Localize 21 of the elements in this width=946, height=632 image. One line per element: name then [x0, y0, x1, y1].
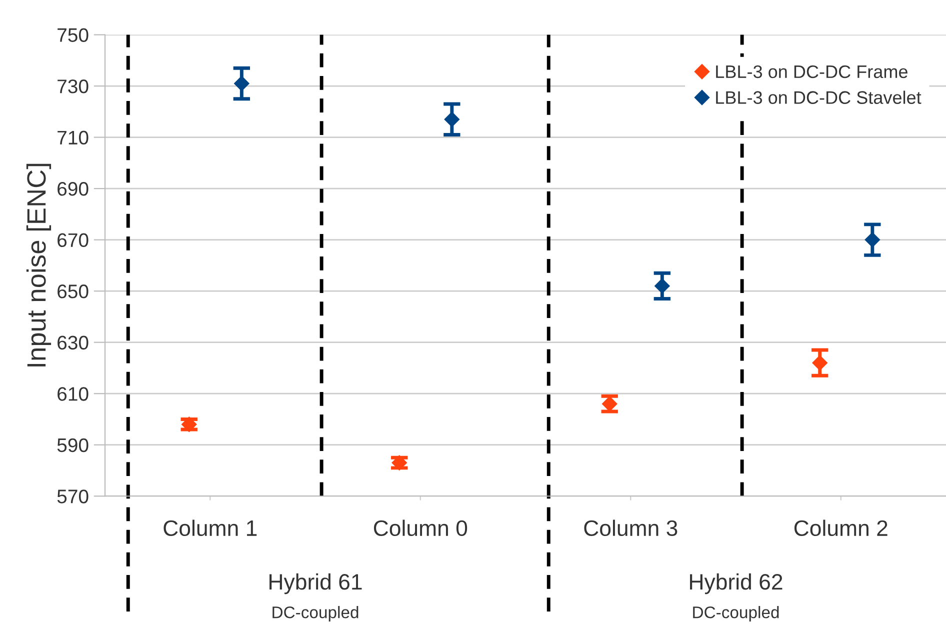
y-tick-label: 630	[58, 336, 88, 350]
y-axis-title: Input noise [ENC]	[26, 164, 52, 366]
x-tick-label: Column 2	[794, 520, 888, 536]
x-tick-label: Column 3	[584, 520, 678, 536]
y-tick-label: 650	[58, 284, 88, 298]
text: DC-coupled	[272, 606, 358, 622]
legend-label: LBL-3 on DC-DC Stavelet	[716, 90, 922, 104]
y-tick-label: 570	[57, 490, 88, 504]
y-tick-label: 710	[58, 130, 88, 145]
y-tick-label: 590	[57, 438, 88, 452]
x-tick-label: Column 1	[164, 520, 257, 536]
text: Hybrid 62	[690, 573, 782, 594]
x-tick-label: Column 0	[374, 520, 468, 536]
y-tick-label: 750	[58, 28, 88, 42]
y-tick-label: 690	[58, 182, 88, 196]
text: DC-coupled	[693, 606, 779, 622]
text: Hybrid 61	[270, 573, 362, 594]
y-tick-label: 730	[58, 79, 88, 94]
y-tick-label: 610	[58, 387, 88, 401]
legend-label: LBL-3 on DC-DC Frame	[716, 65, 908, 78]
y-tick-label: 670	[58, 233, 88, 248]
